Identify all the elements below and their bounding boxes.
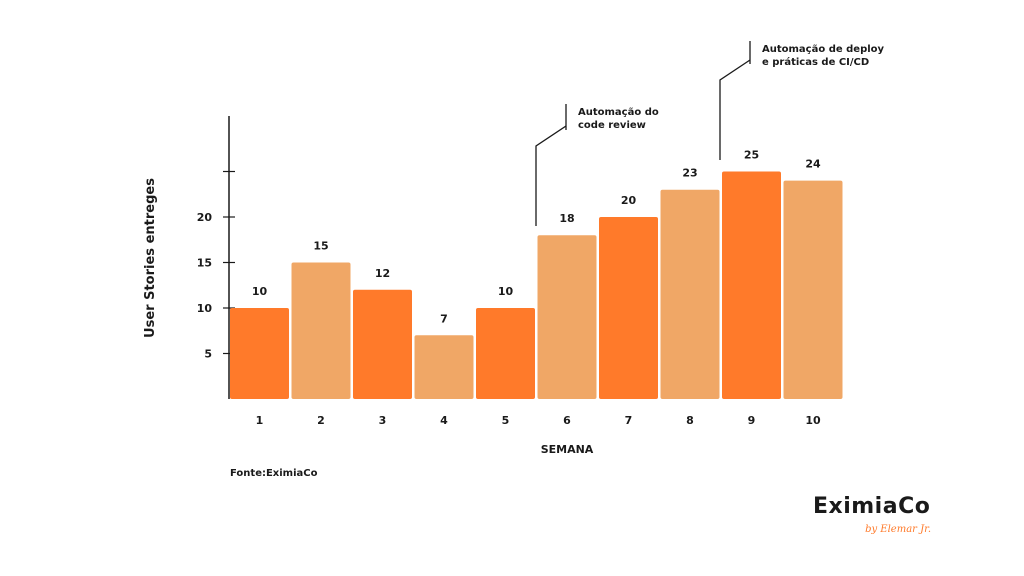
bar (537, 235, 597, 399)
data-label: 7 (440, 312, 448, 325)
logo-wordmark: EximiaCo (813, 494, 931, 519)
data-label: 10 (498, 285, 514, 298)
data-label: 25 (744, 149, 759, 162)
data-label: 15 (313, 240, 328, 253)
bar (353, 289, 412, 399)
x-axis-title: SEMANA (541, 443, 594, 456)
bar (230, 308, 289, 399)
y-axis-title: User Stories entreges (143, 178, 158, 338)
annotation-leader (535, 125, 567, 226)
data-label: 24 (805, 158, 821, 171)
data-label: 10 (252, 285, 268, 298)
bar (291, 262, 351, 399)
x-tick-label: 5 (502, 414, 510, 427)
x-tick-label: 7 (625, 414, 633, 427)
bar (476, 308, 535, 399)
data-label: 12 (375, 267, 390, 280)
annotation-text: Automação de deploy (762, 44, 885, 55)
annotation-leader (719, 59, 751, 160)
x-tick-label: 6 (563, 414, 571, 427)
y-tick-label: 15 (197, 257, 212, 270)
source-note: Fonte:EximiaCo (230, 468, 318, 479)
axes: 5 10 15 20 (197, 116, 235, 399)
y-tick-label: 5 (204, 348, 212, 361)
x-tick-label: 10 (805, 414, 821, 427)
logo-byline: by Elemar Jr. (865, 524, 931, 535)
data-label: 18 (559, 212, 574, 225)
y-tick-label: 20 (197, 211, 213, 224)
bar (783, 180, 843, 399)
data-label: 20 (621, 194, 637, 207)
bar (722, 171, 781, 399)
data-label: 23 (682, 167, 697, 180)
annotation-text: e práticas de CI/CD (762, 56, 869, 68)
eximiaco-logo: EximiaCo by Elemar Jr. (813, 494, 943, 544)
x-tick-label: 2 (317, 414, 325, 427)
x-tick-label: 8 (686, 414, 694, 427)
bar (660, 189, 720, 399)
bars: 10 1 15 2 12 3 7 4 10 5 18 6 20 7 23 8 25 9 24 10 (230, 149, 843, 427)
annotation-text: code review (578, 120, 646, 131)
y-tick-label: 10 (197, 302, 213, 315)
bar (599, 217, 658, 399)
annotation-text: Automação do (578, 107, 659, 118)
bar (414, 335, 474, 399)
x-tick-label: 9 (748, 414, 756, 427)
x-tick-label: 4 (440, 414, 448, 427)
x-tick-label: 1 (256, 414, 264, 427)
x-tick-label: 3 (379, 414, 387, 427)
annotations: Automação do code review Automação de depl… (535, 41, 885, 226)
